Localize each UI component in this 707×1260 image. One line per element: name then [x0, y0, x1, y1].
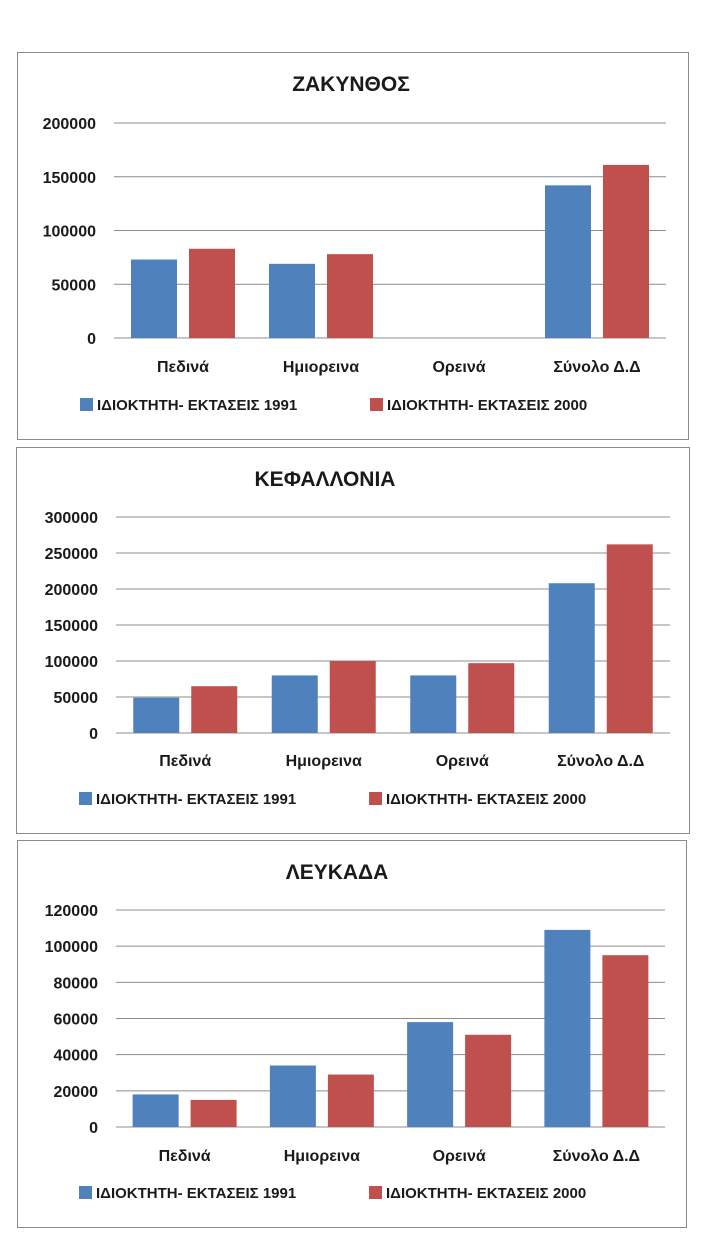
- x-tick-label: Ημιορεινα: [284, 1148, 360, 1165]
- y-tick-label: 150000: [43, 170, 96, 187]
- y-tick-label: 300000: [45, 510, 98, 527]
- chart-panel-lefkada: ΛΕΥΚΑΔΑ 0 20000 40000 60000 80000 100000 120000…: [17, 840, 687, 1228]
- y-tick-label: 0: [89, 1120, 98, 1137]
- y-tick-label: 50000: [54, 690, 99, 707]
- bar-2000: [189, 248, 235, 338]
- legend-label: ΙΔΙΟΚΤΗΤΗ- ΕΚΤΑΣΕΙΣ 2000: [387, 397, 587, 414]
- legend-swatch: [79, 1186, 92, 1199]
- x-tick-label: Πεδινά: [159, 753, 211, 770]
- x-tick-label: Σύνολο Δ.Δ: [553, 1148, 640, 1165]
- bar-1991: [544, 929, 591, 1127]
- y-tick-label: 150000: [45, 618, 98, 635]
- bar-2000: [603, 164, 649, 338]
- y-tick-label: 200000: [43, 116, 96, 133]
- x-tick-label: Πεδινά: [157, 359, 209, 376]
- bar-2000: [190, 1099, 237, 1127]
- bar-1991: [271, 675, 318, 733]
- x-tick-label: Ορεινά: [436, 753, 489, 770]
- bar-1991: [132, 1094, 179, 1127]
- bar-2000: [465, 1034, 512, 1127]
- chart-panel-kefallonia: ΚΕΦΑΛΛΟΝΙΑ 0 50000 100000 150000 200000 250000…: [16, 447, 690, 834]
- legend-label: ΙΔΙΟΚΤΗΤΗ- ΕΚΤΑΣΕΙΣ 1991: [96, 791, 296, 808]
- bar-2000: [468, 663, 515, 733]
- legend-label: ΙΔΙΟΚΤΗΤΗ- ΕΚΤΑΣΕΙΣ 1991: [97, 397, 297, 414]
- chart-title: ΚΕΦΑΛΛΟΝΙΑ: [255, 468, 396, 491]
- x-tick-label: Ημιορεινα: [286, 753, 362, 770]
- bar-2000: [327, 254, 373, 338]
- bar-1991: [133, 697, 180, 733]
- y-tick-label: 20000: [54, 1084, 99, 1101]
- x-tick-label: Ορεινά: [433, 1148, 486, 1165]
- bar-2000: [191, 686, 238, 733]
- x-tick-label: Ορεινά: [432, 359, 485, 376]
- legend-label: ΙΔΙΟΚΤΗΤΗ- ΕΚΤΑΣΕΙΣ 2000: [386, 1185, 586, 1202]
- y-tick-label: 50000: [52, 277, 97, 294]
- chart-title: ΖΑΚΥΝΘΟΣ: [292, 73, 410, 96]
- bar-1991: [548, 583, 595, 733]
- y-tick-label: 100000: [45, 654, 98, 671]
- y-tick-label: 250000: [45, 546, 98, 563]
- legend-swatch: [80, 398, 93, 411]
- y-tick-label: 100000: [43, 224, 96, 241]
- legend-label: ΙΔΙΟΚΤΗΤΗ- ΕΚΤΑΣΕΙΣ 1991: [96, 1185, 296, 1202]
- x-tick-label: Πεδινά: [159, 1148, 211, 1165]
- x-tick-label: Σύνολο Δ.Δ: [553, 359, 640, 376]
- chart-zakynthos: ΖΑΚΥΝΘΟΣ 0 50000 100000 150000 200000 Πεδινά Ημ…: [43, 73, 666, 414]
- x-tick-label: Σύνολο Δ.Δ: [557, 753, 644, 770]
- y-tick-label: 60000: [54, 1012, 99, 1029]
- chart-kefallonia: ΚΕΦΑΛΛΟΝΙΑ 0 50000 100000 150000 200000 250000…: [45, 468, 670, 808]
- legend-label: ΙΔΙΟΚΤΗΤΗ- ΕΚΤΑΣΕΙΣ 2000: [386, 791, 586, 808]
- bar-1991: [407, 1022, 454, 1127]
- bar-2000: [327, 1074, 374, 1127]
- bar-2000: [329, 661, 376, 733]
- legend-swatch: [369, 792, 382, 805]
- chart-panel-zakynthos: ΖΑΚΥΝΘΟΣ 0 50000 100000 150000 200000 Πεδινά Ημ…: [17, 52, 689, 440]
- legend-swatch: [79, 792, 92, 805]
- y-tick-label: 200000: [45, 582, 98, 599]
- chart-lefkada: ΛΕΥΚΑΔΑ 0 20000 40000 60000 80000 100000 120000…: [45, 861, 665, 1202]
- y-tick-label: 100000: [45, 939, 98, 956]
- bar-2000: [602, 955, 649, 1127]
- bar-1991: [410, 675, 457, 733]
- bar-1991: [269, 1065, 316, 1127]
- bar-1991: [269, 263, 315, 338]
- y-tick-label: 120000: [45, 903, 98, 920]
- legend-swatch: [369, 1186, 382, 1199]
- chart-title: ΛΕΥΚΑΔΑ: [286, 861, 389, 884]
- x-tick-label: Ημιορεινα: [283, 359, 359, 376]
- bar-1991: [131, 259, 177, 338]
- y-tick-label: 40000: [54, 1048, 99, 1065]
- bar-2000: [606, 544, 653, 733]
- y-tick-label: 0: [89, 726, 98, 743]
- y-tick-label: 80000: [54, 975, 99, 992]
- legend-swatch: [370, 398, 383, 411]
- y-tick-label: 0: [87, 331, 96, 348]
- bar-1991: [545, 185, 591, 338]
